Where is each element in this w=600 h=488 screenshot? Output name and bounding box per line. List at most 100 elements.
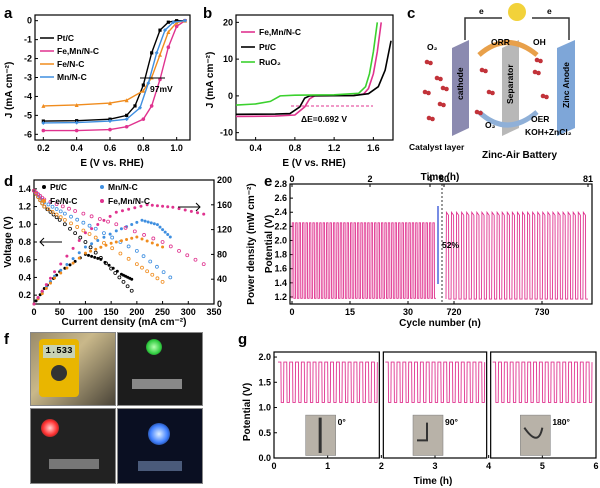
- lightbulb-icon: [508, 3, 526, 21]
- panel-d-voltage-point: [58, 209, 63, 214]
- panel-d-power-point: [145, 203, 149, 207]
- panel-a-point: [183, 18, 187, 23]
- panel-d-voltage-point: [142, 233, 146, 237]
- panel-d-power-point: [36, 296, 40, 300]
- panel-d-ytick-left-label: 0.8: [18, 237, 31, 247]
- power-axis-arrow-icon: [178, 202, 201, 212]
- panel-a-ytick-label: -3: [24, 73, 32, 83]
- o2-molecule-icon: [479, 67, 485, 73]
- panel-e-xtick-label: 15: [345, 307, 355, 317]
- panel-d-voltage-point: [34, 191, 38, 196]
- anode-plate: [557, 40, 575, 136]
- panel-e-top-label: Time (h): [421, 172, 460, 183]
- panel-d-power-point: [150, 203, 154, 207]
- panel-d-voltage-point: [75, 225, 80, 229]
- panel-b-ytick-label: -10: [220, 128, 233, 138]
- blue-led-icon: [148, 423, 170, 445]
- panel-b-legend: Fe,Mn/N-C Pt/C RuO₂: [241, 27, 301, 67]
- panel-d-ytick-right-label: 120: [217, 225, 232, 235]
- panel-d-ytick-right-label: 200: [217, 175, 232, 185]
- panel-a-point: [166, 30, 171, 35]
- panel-d-voltage-point: [168, 275, 173, 280]
- panel-d-power-point: [114, 240, 118, 244]
- panel-d-power-point: [53, 270, 57, 274]
- panel-d-power-point: [161, 245, 165, 249]
- panel-d-power-point: [65, 254, 69, 258]
- panel-d-voltage-point: [134, 262, 139, 267]
- panel-d-voltage-point: [141, 254, 146, 259]
- panel-a-point: [108, 101, 112, 106]
- panel-d-power-point: [155, 243, 159, 247]
- panel-d-power-point: [65, 262, 69, 266]
- panel-d-voltage-point: [102, 231, 106, 236]
- panel-e-cycle-trace: [291, 222, 436, 299]
- panel-d-legend-swatch: [100, 185, 104, 189]
- orr-label: ORR: [491, 37, 510, 47]
- oer-arrow-icon: [477, 110, 539, 128]
- wire-right: [532, 17, 570, 40]
- panel-a-point: [146, 81, 151, 86]
- panel-a-point: [41, 128, 46, 133]
- panel-d-voltage-point: [83, 240, 88, 244]
- panel-d-power-point: [65, 266, 69, 270]
- panel-d-power-point: [166, 205, 170, 209]
- panel-a-legend: Pt/C Fe,Mn/N-C Fe/N-C Mn/N-C: [40, 33, 99, 82]
- panel-b-ytick-label: 10: [223, 54, 233, 64]
- panel-d-legend-label: Pt/C: [50, 182, 67, 192]
- green-led-photo: [117, 332, 203, 406]
- panel-d-xtick-label: 250: [155, 307, 170, 317]
- panel-d-power-point: [130, 223, 134, 227]
- panel-d-legend-label: Fe/N-C: [50, 196, 77, 206]
- panel-a-point: [166, 45, 171, 49]
- multimeter-dial-icon: [51, 365, 67, 381]
- panel-d-power-point: [99, 245, 103, 249]
- panel-a-ytick-label: -2: [24, 54, 32, 64]
- panel-d-voltage-point: [155, 276, 160, 281]
- panel-d-voltage-point: [118, 251, 123, 256]
- panel-d-voltage-point: [48, 199, 53, 204]
- panel-d-voltage-point: [50, 204, 55, 209]
- panel-d-power-point: [139, 204, 143, 208]
- o2-molecule-icon: [538, 58, 543, 64]
- panel-b-legend-label: Pt/C: [259, 42, 276, 52]
- panel-d-voltage-point: [46, 207, 51, 212]
- panel-d-power-point: [152, 222, 156, 226]
- panel-d-ytick-right-label: 0: [217, 299, 222, 309]
- panel-d-power-point: [94, 247, 98, 251]
- panel-d-power-point: [125, 238, 129, 242]
- panel-e-ytick-label: 2.0: [274, 235, 287, 245]
- panel-a-xtick-label: 0.6: [104, 143, 117, 153]
- flexible-battery-icon: [523, 427, 544, 439]
- panel-a-point: [108, 119, 112, 124]
- panel-d-voltage-point: [161, 270, 166, 275]
- orr-arrow-icon: [477, 40, 539, 57]
- panel-d-power-point: [145, 239, 149, 243]
- panel-d-voltage-point: [148, 259, 153, 264]
- panel-d-ytick-left-label: 1.2: [18, 202, 31, 212]
- panel-d-voltage-point: [113, 271, 118, 275]
- panel-d-power-point: [59, 262, 63, 266]
- panel-d-voltage-point: [150, 272, 155, 277]
- red-led-icon: [41, 419, 59, 437]
- panel-g-ytick-label: 2.0: [258, 352, 271, 362]
- o2-molecule-icon: [422, 89, 428, 95]
- panel-d-power-point: [87, 253, 91, 257]
- panel-g-ytick-label: 0.5: [258, 428, 271, 438]
- panel-a-point: [158, 52, 162, 57]
- panel-d-voltage-point: [93, 250, 98, 255]
- panel-a-xtick-label: 0.8: [137, 143, 150, 153]
- panel-a-point: [141, 117, 146, 121]
- panel-d-power-point: [83, 251, 87, 255]
- panel-a-point: [150, 51, 154, 55]
- o2-molecule-icon: [532, 69, 538, 75]
- panel-a-point: [133, 104, 137, 108]
- panel-b-xtick-label: 0.8: [289, 143, 302, 153]
- o2-molecule-icon: [486, 89, 492, 95]
- panel-a-chart: 0 -1 -2 -3 -4 -5 -6 0.2 0.4 0.6 0.8 1.0 J (mA cm⁻²)…: [4, 14, 191, 169]
- panel-a-point: [138, 105, 142, 110]
- o2-molecule-icon: [426, 115, 432, 121]
- panel-d-power-point: [111, 266, 115, 270]
- panel-label-a: a: [4, 5, 13, 22]
- panel-e-ytick-label: 1.8: [274, 250, 287, 260]
